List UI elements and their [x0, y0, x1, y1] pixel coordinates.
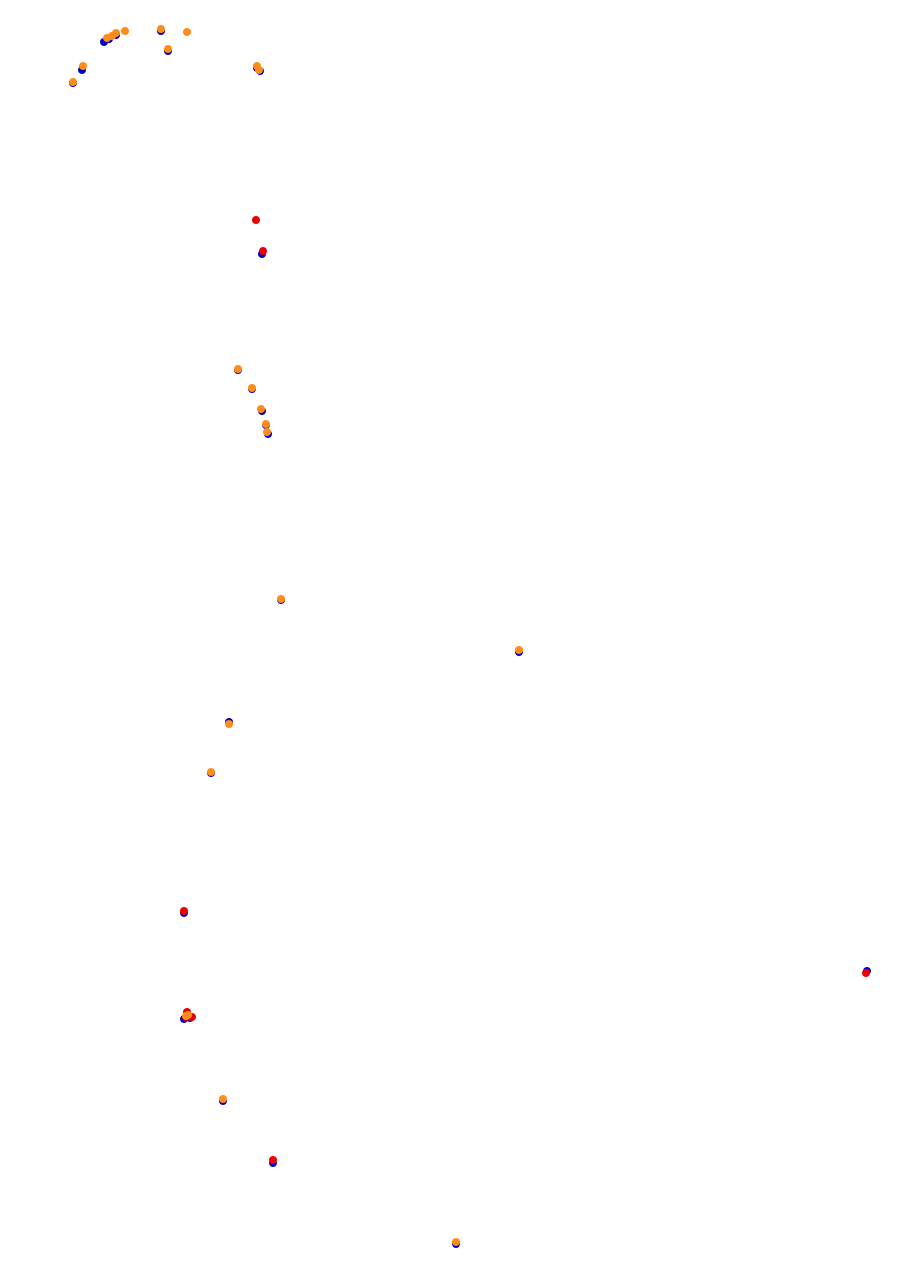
point-red-2	[180, 907, 188, 915]
point-orange-11	[234, 365, 242, 373]
series-blue	[69, 27, 871, 1248]
point-orange-6	[157, 25, 165, 33]
point-orange-4	[112, 29, 120, 37]
point-orange-21	[184, 1011, 192, 1019]
series-red	[180, 216, 870, 1164]
point-orange-23	[452, 1238, 460, 1246]
point-orange-19	[207, 768, 215, 776]
point-orange-15	[263, 428, 271, 436]
point-orange-8	[164, 45, 172, 53]
point-red-3	[862, 969, 870, 977]
point-orange-10	[255, 66, 263, 74]
point-orange-14	[262, 420, 270, 428]
point-orange-13	[257, 405, 265, 413]
point-orange-18	[225, 720, 233, 728]
series-orange	[69, 25, 523, 1246]
point-orange-5	[121, 27, 129, 35]
point-red-0	[252, 216, 260, 224]
point-red-1	[259, 247, 267, 255]
point-orange-22	[219, 1095, 227, 1103]
point-red-7	[269, 1156, 277, 1164]
point-orange-17	[515, 646, 523, 654]
point-orange-1	[79, 62, 87, 70]
point-orange-12	[248, 384, 256, 392]
point-orange-16	[277, 595, 285, 603]
point-orange-0	[69, 78, 77, 86]
point-orange-7	[183, 28, 191, 36]
data-points	[69, 25, 871, 1248]
